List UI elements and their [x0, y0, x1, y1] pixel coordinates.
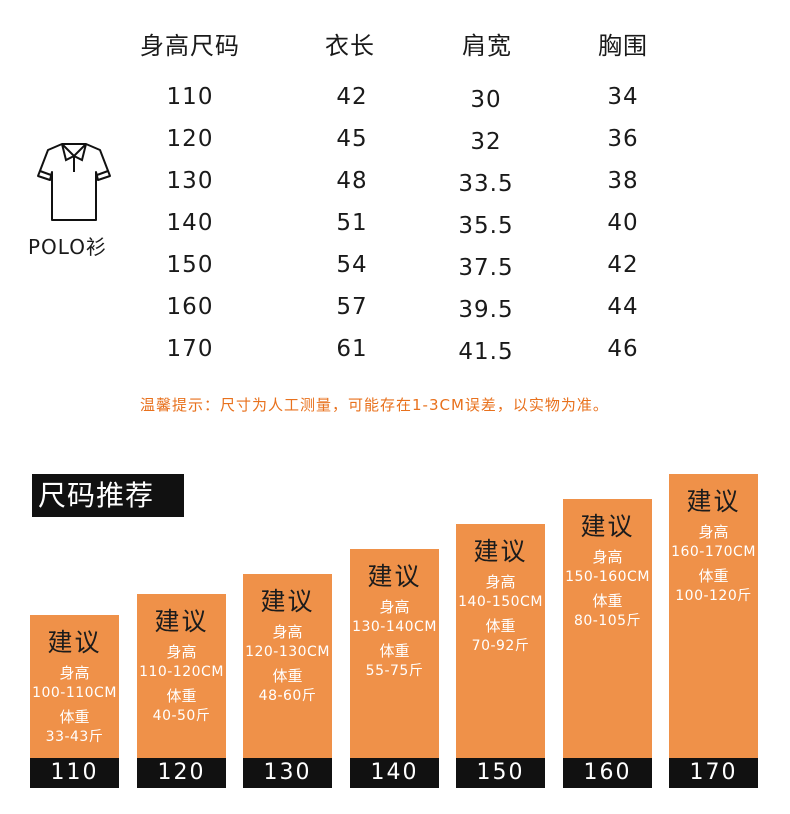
weight-label: 体重: [379, 642, 410, 660]
height-label: 身高: [272, 623, 303, 641]
table-cell: 110: [166, 84, 214, 110]
header-shoulder: 肩宽: [462, 32, 512, 60]
table-cell: 48: [336, 168, 368, 194]
weight-label: 体重: [698, 567, 729, 585]
header-length: 衣长: [325, 32, 375, 60]
weight-range: 40-50斤: [152, 708, 211, 724]
size-bar: 建议身高 140-150CM 体重 70-92斤: [456, 524, 545, 758]
size-label: 130: [243, 758, 332, 788]
height-range: 150-160CM: [565, 569, 650, 585]
weight-range: 55-75斤: [365, 663, 424, 679]
weight-label: 体重: [272, 667, 303, 685]
height-label: 身高: [698, 523, 729, 541]
table-cell: 34: [607, 84, 639, 110]
height-range: 120-130CM: [245, 644, 330, 660]
height-label: 身高: [166, 643, 197, 661]
bar-title: 建议: [473, 537, 528, 566]
polo-shirt-icon: [37, 143, 111, 221]
weight-label: 体重: [59, 708, 90, 726]
weight-label: 体重: [166, 687, 197, 705]
table-cell: 57: [336, 294, 368, 320]
product-label: POLO衫: [28, 235, 107, 259]
size-bar: 建议身高 100-110CM 体重 33-43斤: [30, 615, 119, 758]
size-label: 140: [350, 758, 439, 788]
height-label: 身高: [592, 548, 623, 566]
table-cell: 61: [336, 336, 368, 362]
size-label: 170: [669, 758, 758, 788]
size-bar: 建议身高 130-140CM 体重 55-75斤: [350, 549, 439, 758]
weight-range: 33-43斤: [45, 729, 104, 745]
table-cell: 38: [607, 168, 639, 194]
table-cell: 40: [607, 210, 639, 236]
table-cell: 35.5: [458, 213, 514, 239]
size-label: 150: [456, 758, 545, 788]
weight-range: 80-105斤: [573, 613, 642, 629]
bar-title: 建议: [47, 628, 102, 657]
height-range: 100-110CM: [32, 685, 117, 701]
table-cell: 130: [166, 168, 214, 194]
bar-title: 建议: [154, 607, 209, 636]
table-cell: 160: [166, 294, 214, 320]
size-label: 110: [30, 758, 119, 788]
height-range: 130-140CM: [352, 619, 437, 635]
table-cell: 42: [336, 84, 368, 110]
table-cell: 51: [336, 210, 368, 236]
table-cell: 33.5: [458, 171, 514, 197]
size-bar: 建议身高 110-120CM 体重 40-50斤: [137, 594, 226, 758]
height-label: 身高: [485, 573, 516, 591]
table-cell: 44: [607, 294, 639, 320]
weight-range: 70-92斤: [471, 638, 530, 654]
bar-title: 建议: [260, 587, 315, 616]
height-range: 140-150CM: [458, 594, 543, 610]
size-label: 160: [563, 758, 652, 788]
weight-range: 48-60斤: [258, 688, 317, 704]
table-cell: 120: [166, 126, 214, 152]
header-height-size: 身高尺码: [140, 32, 240, 60]
table-cell: 46: [607, 336, 639, 362]
table-cell: 37.5: [458, 255, 514, 281]
height-label: 身高: [379, 598, 410, 616]
size-bar: 建议身高 160-170CM 体重 100-120斤: [669, 474, 758, 758]
table-cell: 150: [166, 252, 214, 278]
table-cell: 30: [470, 87, 502, 113]
height-range: 160-170CM: [671, 544, 756, 560]
bar-title: 建议: [367, 562, 422, 591]
table-cell: 140: [166, 210, 214, 236]
height-range: 110-120CM: [139, 664, 224, 680]
table-cell: 36: [607, 126, 639, 152]
table-cell: 32: [470, 129, 502, 155]
weight-label: 体重: [485, 617, 516, 635]
weight-label: 体重: [592, 592, 623, 610]
table-cell: 54: [336, 252, 368, 278]
size-label: 120: [137, 758, 226, 788]
bar-title: 建议: [686, 487, 741, 516]
measurement-tip: 温馨提示：尺寸为人工测量，可能存在1-3CM误差，以实物为准。: [140, 396, 609, 414]
weight-range: 100-120斤: [675, 588, 752, 604]
size-bar: 建议身高 150-160CM 体重 80-105斤: [563, 499, 652, 758]
height-label: 身高: [59, 664, 90, 682]
table-cell: 39.5: [458, 297, 514, 323]
recommend-title: 尺码推荐: [32, 474, 184, 517]
table-cell: 42: [607, 252, 639, 278]
header-chest: 胸围: [598, 32, 648, 60]
table-cell: 170: [166, 336, 214, 362]
bar-title: 建议: [580, 512, 635, 541]
table-cell: 41.5: [458, 339, 514, 365]
size-bar: 建议身高 120-130CM 体重 48-60斤: [243, 574, 332, 758]
table-cell: 45: [336, 126, 368, 152]
